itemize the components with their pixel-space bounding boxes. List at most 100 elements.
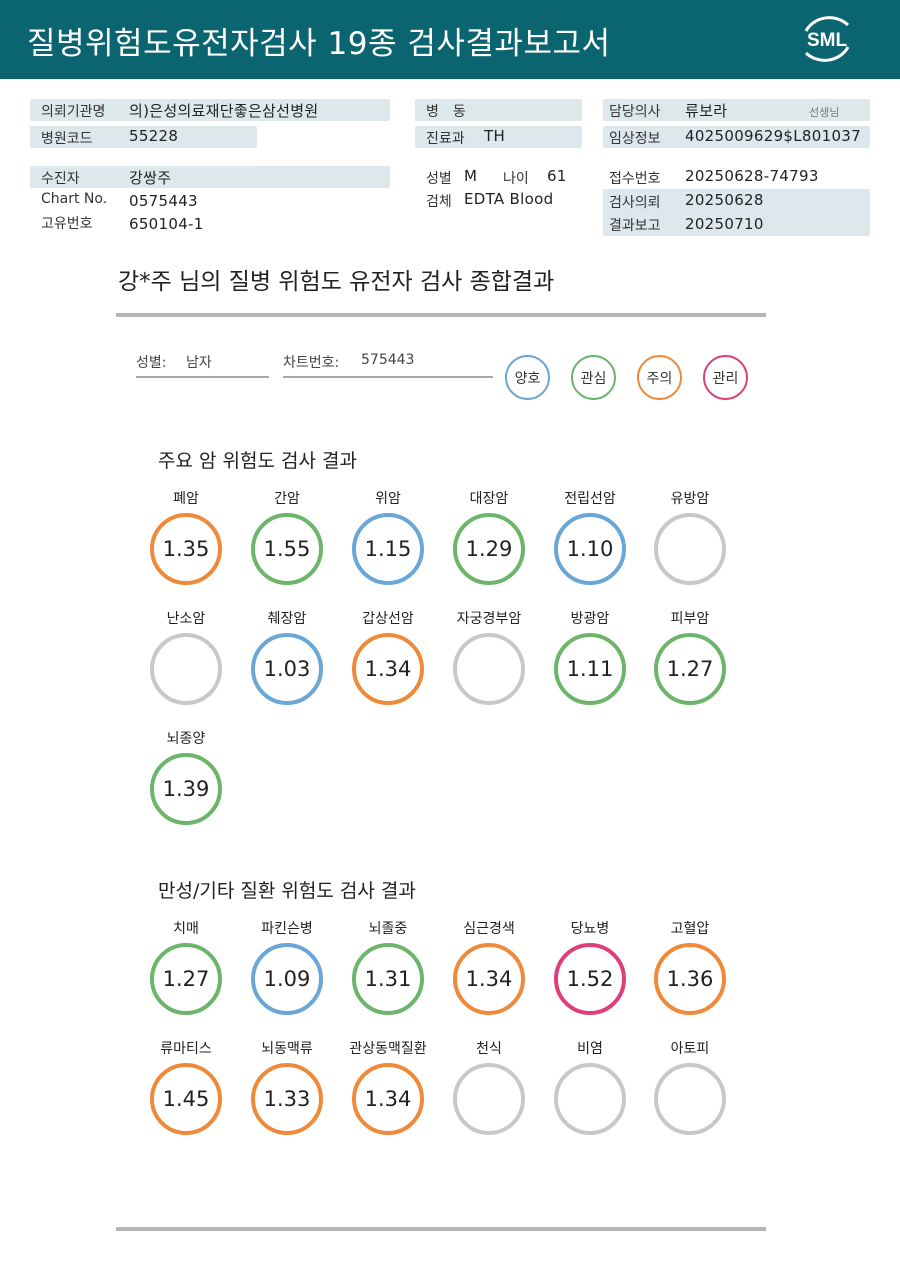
result-value-ring: 1.27	[150, 943, 222, 1015]
result-name: 관상동맥질환	[349, 1041, 427, 1057]
result-value-ring: 1.10	[554, 513, 626, 585]
summary-chart-field: 차트번호: 575443	[283, 352, 493, 378]
result-item: 간암 1.55	[242, 488, 332, 598]
chronic-section-title: 만성/기타 질환 위험도 검사 결과	[158, 880, 416, 902]
result-value-ring: 1.34	[453, 943, 525, 1015]
result-item: 폐암 1.35	[141, 488, 231, 598]
result-item: 비염	[545, 1038, 635, 1148]
ward-label: 병 동	[426, 104, 466, 120]
unique-id-value: 650104-1	[129, 215, 204, 233]
result-value-ring	[654, 513, 726, 585]
summary-sex-value: 남자	[186, 355, 212, 371]
result-item: 전립선암 1.10	[545, 488, 635, 598]
result-value-ring: 1.52	[554, 943, 626, 1015]
result-item: 파킨슨병 1.09	[242, 918, 332, 1028]
doctor-row	[603, 99, 870, 121]
clinical-label: 임상정보	[609, 131, 661, 147]
clinical-value: 4025009629$L801037	[685, 127, 861, 145]
dept-value: TH	[484, 127, 506, 145]
report-date-label: 결과보고	[609, 218, 661, 234]
sml-logo: SML	[804, 16, 850, 62]
result-name: 대장암	[469, 491, 509, 507]
result-value-ring: 1.34	[352, 633, 424, 705]
summary-chart-label: 차트번호:	[283, 355, 340, 371]
result-value-ring: 1.29	[453, 513, 525, 585]
chart-label: Chart No.	[41, 191, 108, 207]
result-name: 류마티스	[160, 1041, 212, 1057]
summary-chart-value: 575443	[361, 352, 415, 368]
unique-id-label: 고유번호	[41, 216, 93, 232]
result-item: 천식	[444, 1038, 534, 1148]
result-item: 난소암	[141, 608, 231, 718]
legend-manage: 관리	[703, 355, 748, 400]
result-name: 비염	[577, 1041, 603, 1057]
result-name: 파킨슨병	[261, 921, 313, 937]
result-item: 뇌졸중 1.31	[343, 918, 433, 1028]
hospital-label: 의뢰기관명	[41, 104, 106, 120]
result-name: 뇌동맥류	[261, 1041, 313, 1057]
report-date-value: 20250710	[685, 215, 764, 233]
result-item: 심근경색 1.34	[444, 918, 534, 1028]
result-item: 치매 1.27	[141, 918, 231, 1028]
result-value-ring: 1.03	[251, 633, 323, 705]
request-date-label: 검사의뢰	[609, 195, 661, 211]
result-item: 피부암 1.27	[645, 608, 735, 718]
result-name: 전립선암	[564, 491, 616, 507]
result-value-ring: 1.34	[352, 1063, 424, 1135]
result-name: 난소암	[166, 611, 206, 627]
result-value-ring: 1.36	[654, 943, 726, 1015]
age-value: 61	[547, 167, 567, 185]
result-item: 유방암	[645, 488, 735, 598]
hospital-row	[30, 99, 390, 121]
result-item: 고혈압 1.36	[645, 918, 735, 1028]
result-name: 갑상선암	[362, 611, 414, 627]
result-value-ring	[453, 1063, 525, 1135]
receipt-label: 접수번호	[609, 171, 661, 187]
patient-label: 수진자	[41, 171, 80, 187]
hospital-code-value: 55228	[129, 127, 179, 145]
result-value-ring: 1.09	[251, 943, 323, 1015]
result-item: 방광암 1.11	[545, 608, 635, 718]
result-name: 폐암	[173, 491, 199, 507]
doctor-label: 담당의사	[609, 104, 661, 120]
result-item: 뇌동맥류 1.33	[242, 1038, 332, 1148]
result-item: 당뇨병 1.52	[545, 918, 635, 1028]
result-item: 갑상선암 1.34	[343, 608, 433, 718]
result-name: 피부암	[670, 611, 710, 627]
summary-sex-label: 성별:	[136, 355, 167, 371]
result-item: 대장암 1.29	[444, 488, 534, 598]
result-name: 치매	[173, 921, 199, 937]
ward-row	[415, 99, 582, 121]
clinical-row	[603, 126, 870, 148]
result-item: 위암 1.15	[343, 488, 433, 598]
result-name: 췌장암	[267, 611, 307, 627]
result-name: 뇌종양	[166, 731, 206, 747]
logo-text: SML	[807, 30, 848, 51]
result-name: 방광암	[570, 611, 610, 627]
result-name: 자궁경부암	[456, 611, 522, 627]
result-name: 고혈압	[670, 921, 710, 937]
legend-good: 양호	[505, 355, 550, 400]
dept-label: 진료과	[426, 131, 465, 147]
summary-sex-field: 성별: 남자	[136, 352, 269, 378]
result-value-ring: 1.55	[251, 513, 323, 585]
legend-interest: 관심	[571, 355, 616, 400]
result-name: 당뇨병	[570, 921, 610, 937]
result-name: 천식	[476, 1041, 502, 1057]
result-name: 유방암	[670, 491, 710, 507]
result-value-ring: 1.39	[150, 753, 222, 825]
result-item: 자궁경부암	[444, 608, 534, 718]
result-value-ring: 1.31	[352, 943, 424, 1015]
age-label: 나이	[503, 171, 529, 187]
summary-title: 강*주 님의 질병 위험도 유전자 검사 종합결과	[118, 269, 555, 295]
patient-value: 강쌍주	[129, 169, 172, 187]
doctor-value: 류보라	[685, 102, 728, 120]
result-value-ring: 1.33	[251, 1063, 323, 1135]
summary-divider	[116, 313, 766, 317]
request-date-value: 20250628	[685, 191, 764, 209]
dates-block	[603, 189, 870, 236]
result-value-ring	[453, 633, 525, 705]
result-item: 뇌종양 1.39	[141, 728, 231, 838]
sex-value: M	[464, 167, 478, 185]
result-name: 간암	[274, 491, 300, 507]
